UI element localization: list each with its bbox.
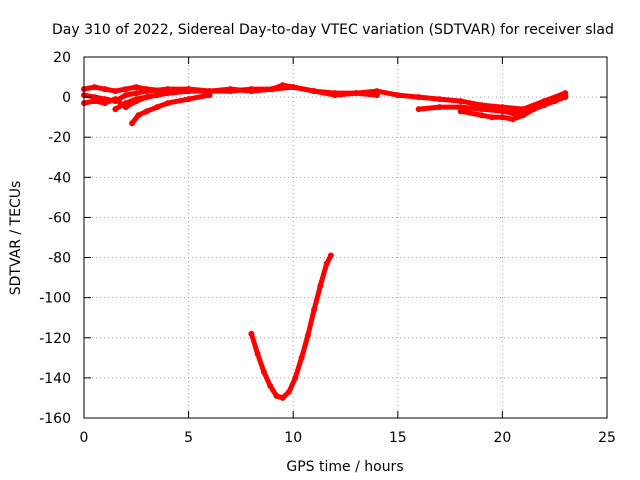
data-point	[509, 116, 516, 123]
data-point	[227, 86, 234, 93]
y-tick-label: 0	[62, 90, 71, 106]
x-tick-label: 10	[284, 430, 302, 446]
data-point	[499, 108, 506, 115]
data-point	[317, 282, 324, 289]
data-point	[353, 90, 359, 97]
y-tick-label: -100	[39, 291, 71, 307]
data-point	[143, 108, 150, 115]
x-tick-label: 0	[80, 430, 89, 446]
data-point	[133, 84, 140, 91]
data-point	[290, 84, 297, 91]
data-point	[311, 306, 318, 313]
data-point	[260, 368, 267, 375]
data-point	[122, 86, 129, 93]
data-point	[562, 94, 569, 101]
data-point	[332, 92, 338, 99]
data-point	[101, 86, 108, 93]
axis-ticks: 0 5 10 15 20 25 -160 -140 -120 -100 -80 -60 -40 -20 0 2…	[39, 50, 616, 446]
data-point	[248, 330, 255, 337]
data-point	[143, 88, 150, 95]
y-tick-label: -60	[48, 210, 71, 226]
data-point	[154, 104, 161, 111]
data-point	[112, 96, 119, 103]
data-point	[551, 98, 558, 105]
data-point	[541, 102, 548, 109]
data-point	[457, 98, 464, 105]
data-point	[273, 392, 280, 399]
data-point	[415, 94, 422, 101]
x-tick-label: 25	[598, 430, 616, 446]
data-point	[327, 252, 334, 259]
data-point	[269, 86, 276, 93]
data-point	[394, 92, 401, 99]
data-point	[436, 104, 443, 111]
data-point	[164, 90, 171, 97]
data-point	[304, 332, 311, 339]
data-point	[254, 350, 261, 357]
data-point	[298, 354, 305, 361]
data-point	[311, 88, 318, 95]
x-tick-label: 20	[493, 430, 511, 446]
data-point	[323, 260, 330, 267]
data-point	[164, 100, 171, 107]
data-point	[286, 388, 292, 395]
data-point	[122, 100, 129, 107]
data-point	[478, 106, 485, 113]
data-point	[509, 110, 516, 117]
data-point	[248, 88, 255, 95]
data-point	[129, 120, 136, 127]
data-point	[185, 96, 192, 103]
data-point	[520, 112, 527, 119]
x-axis-label: GPS time / hours	[286, 459, 403, 475]
data-points	[81, 82, 569, 401]
data-point	[133, 90, 140, 97]
chart-title: Day 310 of 2022, Sidereal Day-to-day VTE…	[52, 22, 614, 38]
data-point	[91, 98, 98, 105]
x-tick-label: 5	[184, 430, 193, 446]
data-point	[91, 84, 98, 91]
data-point	[530, 106, 537, 113]
y-tick-label: -120	[39, 331, 71, 347]
y-tick-label: -140	[39, 371, 71, 387]
data-point	[499, 114, 506, 121]
data-point	[292, 374, 299, 381]
data-point	[488, 114, 495, 121]
data-point	[154, 92, 161, 99]
data-point	[457, 104, 464, 111]
data-point	[133, 96, 140, 103]
plot-frame	[83, 56, 608, 419]
data-point	[415, 106, 422, 113]
data-point	[436, 96, 443, 103]
series-line-track-g	[458, 94, 568, 122]
data-point	[373, 92, 380, 99]
data-point	[279, 394, 286, 401]
data-point	[185, 88, 192, 95]
data-point	[143, 94, 150, 101]
y-tick-label: 20	[53, 50, 71, 66]
data-point	[135, 112, 142, 119]
x-tick-label: 15	[389, 430, 407, 446]
data-point	[267, 382, 274, 389]
data-point	[206, 92, 213, 99]
y-axis-label: SDTVAR / TECUs	[8, 181, 24, 296]
y-tick-label: -40	[48, 170, 71, 186]
data-point	[122, 92, 129, 99]
data-point	[478, 112, 485, 119]
data-point	[101, 100, 108, 107]
y-tick-label: -80	[48, 251, 71, 267]
y-tick-label: -160	[39, 411, 71, 427]
y-tick-label: -20	[48, 130, 71, 146]
data-point	[112, 106, 119, 113]
data-point	[112, 88, 119, 95]
data-point	[457, 108, 464, 115]
